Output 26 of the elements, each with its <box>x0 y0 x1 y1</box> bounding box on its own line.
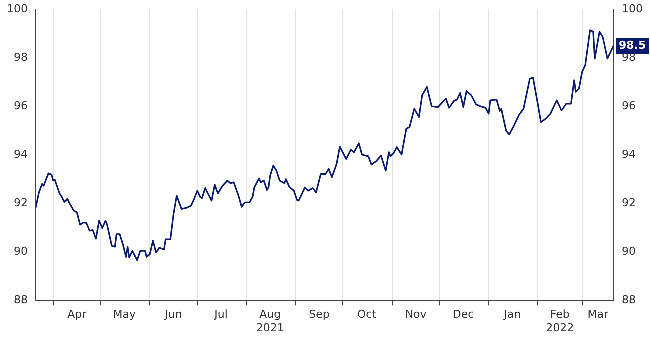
x-tick-label: Mar <box>588 308 610 322</box>
x-tick-label: Dec <box>452 308 474 322</box>
y-tick-label: 90 <box>14 244 28 258</box>
x-tick-label: Jan <box>503 308 522 322</box>
x-tick-label: Nov <box>405 308 428 322</box>
y2-tick-label: 90 <box>622 244 636 258</box>
x-tick-label: Aug 2021 <box>256 308 284 334</box>
x-tick-label: Jun <box>164 308 182 322</box>
annotation: 98.5 <box>619 38 646 52</box>
y2-tick-label: 94 <box>622 148 636 161</box>
x-tick-label: Oct <box>357 308 378 322</box>
y2-tick-label: 100 <box>622 2 644 16</box>
y-tick-label: 88 <box>14 293 28 306</box>
x-tick-label: Feb 2022 <box>546 308 574 334</box>
y2-tick-label: 88 <box>622 293 636 306</box>
y2-tick-label: 92 <box>622 196 636 210</box>
y2-tick-label: 96 <box>622 99 636 112</box>
y-tick-label: 100 <box>6 2 28 16</box>
y-tick-label: 98 <box>14 50 28 64</box>
x-tick-label: Sep <box>309 308 330 322</box>
y-tick-label: 92 <box>14 196 28 210</box>
y-tick-label: 96 <box>14 99 28 112</box>
x-tick-label: Apr <box>68 308 88 322</box>
y-tick-label: 94 <box>14 148 28 161</box>
x-tick-label: Jul <box>214 308 228 322</box>
x-tick-label: May <box>113 308 137 322</box>
